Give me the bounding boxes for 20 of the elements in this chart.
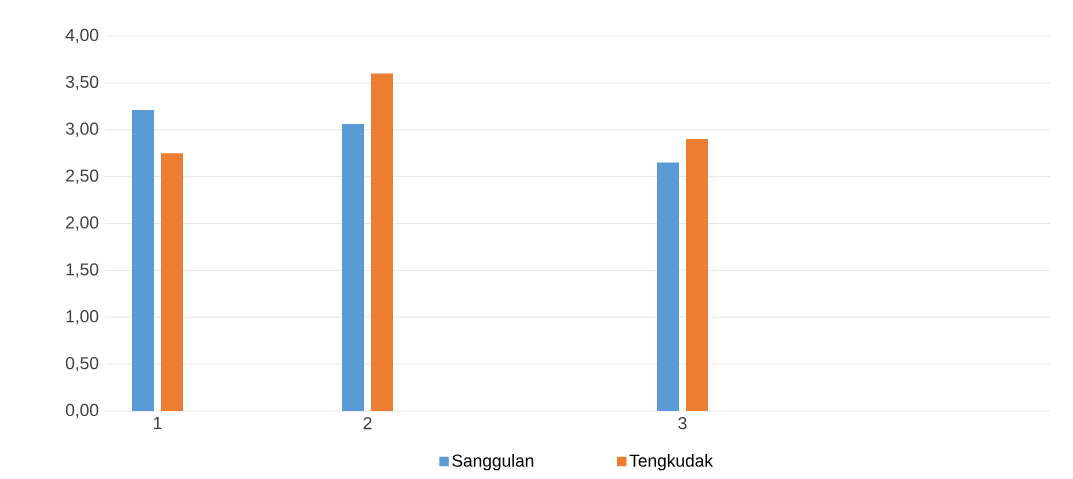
legend-label: Tengkudak bbox=[629, 454, 714, 471]
y-tick-label: 1,00 bbox=[66, 310, 99, 325]
bar bbox=[161, 153, 184, 411]
bar bbox=[686, 139, 708, 411]
bar bbox=[371, 73, 393, 411]
y-tick-label: 3,00 bbox=[65, 122, 99, 137]
y-tick-label: 2,00 bbox=[66, 216, 99, 231]
legend-label: Sanggulan bbox=[452, 454, 534, 471]
y-tick-label: 3,50 bbox=[65, 75, 99, 91]
y-tick-label: 1,50 bbox=[66, 263, 99, 278]
y-tick-label: 0,00 bbox=[65, 403, 99, 419]
bar bbox=[132, 110, 155, 411]
y-tick-label: 0,50 bbox=[65, 356, 99, 372]
bar bbox=[342, 124, 364, 411]
x-tick-label: 1 bbox=[154, 417, 162, 429]
x-tick-label: 2 bbox=[363, 417, 372, 430]
bar bbox=[657, 162, 679, 411]
y-tick-label: 4,00 bbox=[65, 28, 99, 44]
y-tick-label: 2,50 bbox=[66, 169, 99, 184]
x-tick-label: 3 bbox=[678, 417, 687, 430]
